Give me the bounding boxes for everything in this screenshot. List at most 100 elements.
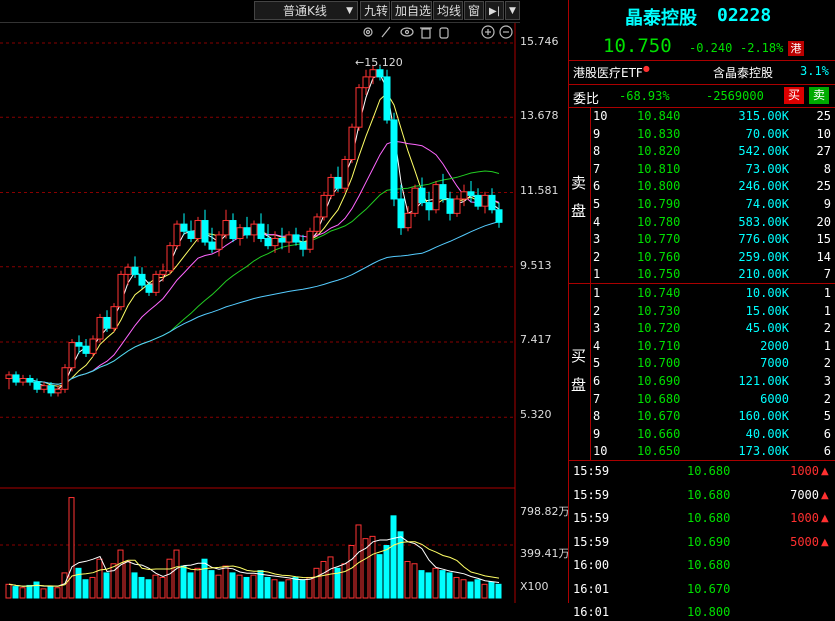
book-vol: 10.00K [745, 286, 789, 300]
book-price: 10.730 [637, 303, 681, 318]
bid-row[interactable]: 10 10.650 173.00K 6 [569, 443, 835, 460]
candle-body [488, 194, 496, 211]
volume-bar [180, 565, 187, 599]
ask-row[interactable]: 10 10.840 315.00K 25 [569, 108, 835, 125]
book-vol: 6000 [760, 391, 789, 406]
buy-button[interactable]: 买 [784, 87, 804, 104]
volume-bar [418, 570, 425, 599]
tick-row: 15:59 10.680 1000 ▲ [569, 510, 835, 527]
book-level: 5 [593, 197, 601, 211]
ask-row[interactable]: 7 10.810 73.00K 8 [569, 161, 835, 178]
candle-body [313, 216, 321, 232]
high-price-marker: ←15.120 [355, 56, 403, 69]
bid-row[interactable]: 3 10.720 45.00K 2 [569, 320, 835, 337]
ask-row[interactable]: 6 10.800 246.00K 25 [569, 178, 835, 195]
candle-body [236, 227, 244, 239]
trash-icon[interactable] [420, 27, 432, 39]
price-change: -0.240 [689, 41, 733, 55]
candle-body [355, 87, 363, 128]
bid-row[interactable]: 5 10.700 7000 2 [569, 355, 835, 372]
bid-row[interactable]: 9 10.660 40.00K 6 [569, 426, 835, 443]
window-button[interactable]: 窗 [464, 1, 484, 20]
settings-icon[interactable] [363, 27, 373, 37]
book-count: 3 [823, 374, 831, 388]
candle-body [152, 273, 160, 293]
volume-bar [194, 567, 201, 599]
bid-side-label-2: 盘 [571, 376, 587, 394]
pen-icon[interactable] [381, 26, 391, 38]
volume-bar [82, 579, 89, 599]
book-count: 10 [816, 126, 831, 141]
volume-bar [320, 560, 327, 599]
book-price: 10.840 [637, 109, 681, 123]
ask-row[interactable]: 8 10.820 542.00K 27 [569, 143, 835, 160]
last-price: 10.750 [603, 35, 672, 57]
candle-body [439, 184, 447, 200]
nav-end-icon[interactable]: ▶| [485, 1, 504, 20]
volume-bar [376, 554, 383, 599]
kline-chart[interactable] [0, 23, 568, 603]
book-price: 10.670 [637, 409, 681, 424]
candle-body [173, 223, 181, 247]
etf-link[interactable]: 港股医疗ETF● [573, 64, 650, 80]
ask-row[interactable]: 2 10.760 259.00K 14 [569, 249, 835, 266]
sell-button[interactable]: 卖 [809, 87, 829, 104]
moving-average-button[interactable]: 均线 [433, 1, 463, 20]
bid-row[interactable]: 8 10.670 160.00K 5 [569, 408, 835, 425]
volume-bar [96, 558, 103, 599]
book-level: 10 [593, 109, 608, 123]
bid-row[interactable]: 6 10.690 121.00K 3 [569, 373, 835, 390]
book-vol: 121.00K [738, 374, 789, 388]
bid-row[interactable]: 7 10.680 6000 2 [569, 391, 835, 408]
bid-row[interactable]: 1 10.740 10.00K 1 [569, 285, 835, 302]
ask-row[interactable]: 9 10.830 70.00K 10 [569, 126, 835, 143]
book-level: 2 [593, 303, 601, 318]
volume-bar [208, 570, 215, 599]
order-ratio-label: 委比 [573, 92, 600, 107]
volume-bar [222, 565, 229, 599]
book-price: 10.740 [637, 286, 681, 300]
book-price: 10.700 [637, 356, 681, 371]
candle-body [61, 367, 69, 390]
nine-turn-button[interactable]: 九转 [360, 1, 390, 20]
candle-body [145, 284, 153, 293]
candle-body [82, 345, 90, 354]
up-arrow-icon: ▲ [821, 536, 829, 548]
book-level: 4 [593, 214, 601, 229]
volume-bar [110, 563, 117, 599]
candle-body [166, 245, 174, 272]
book-count: 2 [823, 321, 831, 336]
ask-row[interactable]: 1 10.750 210.00K 7 [569, 266, 835, 283]
volume-bar [369, 535, 376, 599]
candle-body [215, 234, 223, 250]
book-count: 27 [816, 144, 831, 159]
candle-body [362, 76, 370, 89]
bid-row[interactable]: 4 10.710 2000 1 [569, 338, 835, 355]
volume-bar [159, 576, 166, 599]
volume-ma-line [8, 541, 500, 587]
hand-icon[interactable] [439, 27, 449, 39]
candle-body [425, 202, 433, 211]
stock-name: 晶泰控股 [625, 8, 697, 29]
toolbar-menu-dropdown[interactable]: ▼ [505, 1, 520, 20]
ask-row[interactable]: 3 10.770 776.00K 15 [569, 231, 835, 248]
book-vol: 776.00K [738, 232, 789, 247]
volume-bar [341, 563, 348, 599]
candle-body [481, 194, 489, 207]
bid-row[interactable]: 2 10.730 15.00K 1 [569, 303, 835, 320]
kline-type-select[interactable]: 普通K线 ▼ [254, 1, 358, 20]
zoom-in-icon[interactable] [481, 25, 495, 39]
book-count: 25 [816, 179, 831, 194]
volume-tick: 798.82万 [520, 505, 570, 518]
volume-bar [285, 579, 292, 599]
ask-row[interactable]: 4 10.780 583.00K 20 [569, 214, 835, 231]
ask-row[interactable]: 5 10.790 74.00K 9 [569, 196, 835, 213]
tick-volume: 7000 [790, 487, 819, 502]
add-watchlist-button[interactable]: 加自选 [391, 1, 432, 20]
book-price: 10.770 [637, 232, 681, 247]
zoom-out-icon[interactable] [499, 25, 513, 39]
book-vol: 210.00K [738, 267, 789, 282]
book-vol: 160.00K [738, 409, 789, 424]
eye-icon[interactable] [400, 27, 414, 37]
book-level: 9 [593, 126, 601, 141]
